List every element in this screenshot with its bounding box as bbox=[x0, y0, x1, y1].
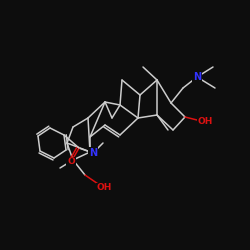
Text: N: N bbox=[89, 148, 97, 158]
Text: OH: OH bbox=[96, 184, 112, 192]
Text: OH: OH bbox=[197, 118, 213, 126]
Text: O: O bbox=[67, 158, 75, 166]
Text: N: N bbox=[193, 72, 201, 82]
